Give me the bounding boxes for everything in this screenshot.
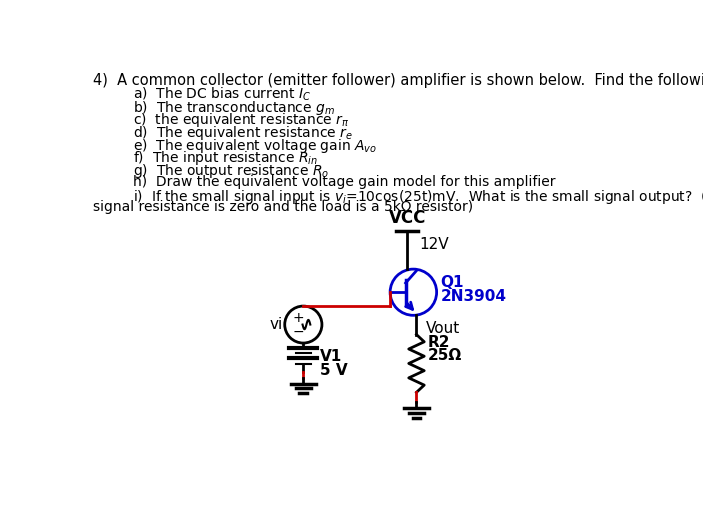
Text: VCC: VCC xyxy=(389,209,426,227)
Text: e)  The equivalent voltage gain $A_{vo}$: e) The equivalent voltage gain $A_{vo}$ xyxy=(133,137,377,155)
Text: f)  The input resistance $R_{in}$: f) The input resistance $R_{in}$ xyxy=(133,150,318,167)
Text: g)  The output resistance $R_o$: g) The output resistance $R_o$ xyxy=(133,162,329,180)
Text: a)  The DC bias current $I_C$: a) The DC bias current $I_C$ xyxy=(133,86,311,103)
Text: i)  If the small signal input is $v_i$=10cos(25t)mV.  What is the small signal o: i) If the small signal input is $v_i$=10… xyxy=(133,188,703,206)
Text: signal resistance is zero and the load is a 5kΩ resistor): signal resistance is zero and the load i… xyxy=(93,200,472,214)
Text: 12V: 12V xyxy=(420,237,449,252)
Text: 2N3904: 2N3904 xyxy=(441,289,506,304)
Text: +: + xyxy=(293,311,304,325)
Text: Vout: Vout xyxy=(426,322,460,336)
Text: d)  The equivalent resistance $r_e$: d) The equivalent resistance $r_e$ xyxy=(133,124,353,142)
Text: 5 V: 5 V xyxy=(321,363,348,378)
Text: vi: vi xyxy=(269,317,283,332)
Text: V1: V1 xyxy=(321,349,342,364)
Text: Q1: Q1 xyxy=(441,276,464,290)
Text: h)  Draw the equivalent voltage gain model for this amplifier: h) Draw the equivalent voltage gain mode… xyxy=(133,175,555,189)
Text: 4)  A common collector (emitter follower) amplifier is shown below.  Find the fo: 4) A common collector (emitter follower)… xyxy=(93,73,703,88)
Text: 25Ω: 25Ω xyxy=(427,348,462,363)
Text: −: − xyxy=(293,325,304,339)
Text: b)  The transconductance $g_m$: b) The transconductance $g_m$ xyxy=(133,98,335,117)
Text: c)  the equivalent resistance $r_\pi$: c) the equivalent resistance $r_\pi$ xyxy=(133,111,349,129)
Text: R2: R2 xyxy=(427,335,450,349)
